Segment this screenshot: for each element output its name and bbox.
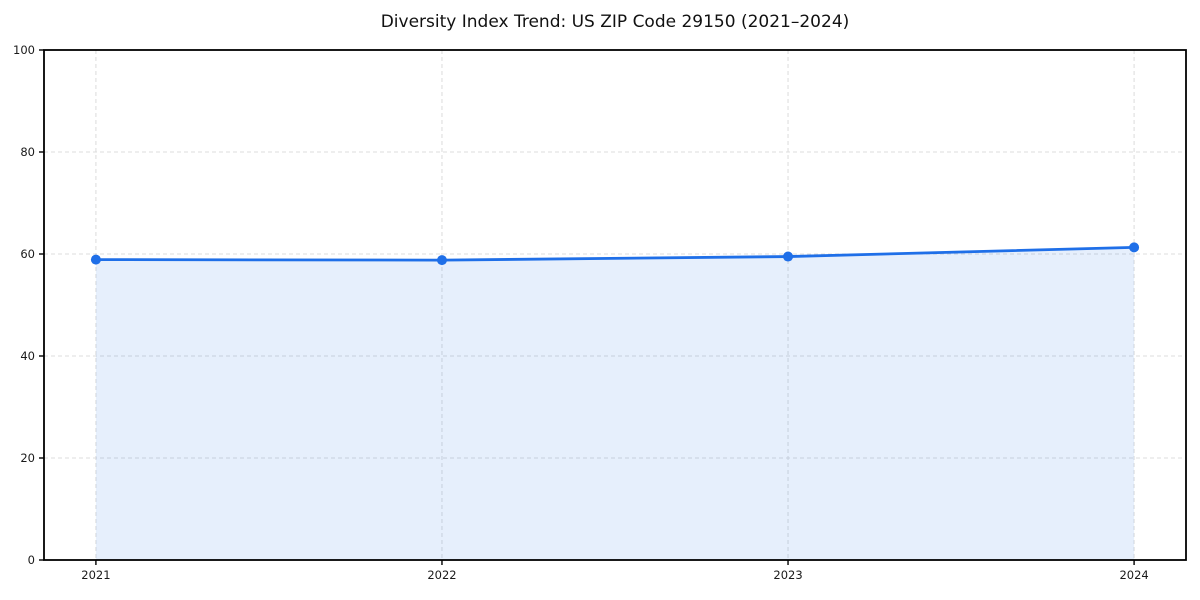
x-axis-tick-label: 2023 <box>773 568 802 582</box>
y-axis-tick-label: 40 <box>20 349 35 363</box>
plot-frame <box>43 49 1187 561</box>
y-axis-tick-label: 0 <box>28 553 35 567</box>
data-point-2022 <box>436 255 447 266</box>
data-point-2021 <box>90 254 101 265</box>
data-point-2024 <box>1129 242 1140 253</box>
y-axis-tick-label: 20 <box>20 451 35 465</box>
x-axis-tick-label: 2021 <box>81 568 110 582</box>
x-axis-tick-label: 2024 <box>1119 568 1148 582</box>
y-axis-tick-label: 80 <box>20 145 35 159</box>
area-fill <box>95 247 1135 560</box>
data-point-2023 <box>783 251 794 262</box>
x-axis-tick-label: 2022 <box>427 568 456 582</box>
y-axis-tick-label: 100 <box>13 43 35 57</box>
y-axis-tick-label: 60 <box>20 247 35 261</box>
chart-title: Diversity Index Trend: US ZIP Code 29150… <box>380 12 850 32</box>
trend-line <box>94 245 1136 262</box>
